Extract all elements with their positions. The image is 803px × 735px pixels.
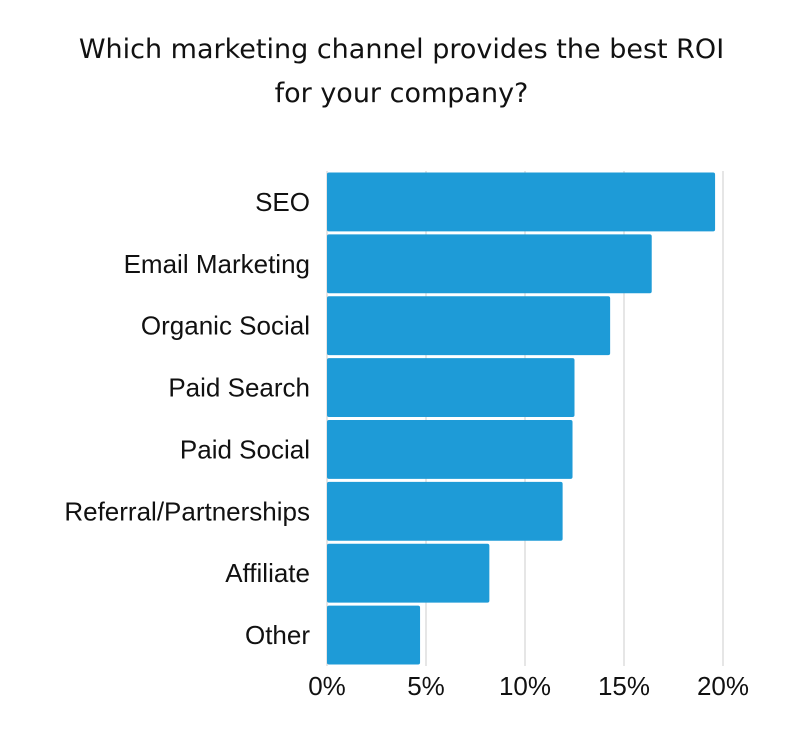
bar — [327, 296, 611, 356]
category-label: Referral/Partnerships — [64, 496, 310, 526]
bar — [327, 481, 563, 541]
bar — [327, 172, 716, 232]
x-tick-label: 20% — [697, 671, 749, 701]
bar — [327, 605, 421, 665]
category-label: Paid Social — [180, 434, 310, 464]
bar — [327, 420, 573, 479]
chart-title-line-2: for your company? — [274, 78, 529, 109]
category-label: Other — [245, 620, 310, 650]
x-tick-label: 10% — [499, 671, 551, 701]
category-label: Paid Search — [168, 373, 310, 403]
x-tick-label: 0% — [308, 671, 346, 701]
category-label: SEO — [255, 187, 310, 217]
bar — [327, 358, 575, 417]
category-label: Email Marketing — [124, 249, 310, 279]
chart-title-line-1: Which marketing channel provides the bes… — [78, 34, 725, 65]
chart-title: Which marketing channel provides the bes… — [0, 28, 803, 116]
x-tick-label: 5% — [407, 671, 445, 701]
category-label: Organic Social — [141, 311, 310, 341]
x-tick-label: 15% — [598, 671, 650, 701]
bar — [327, 543, 490, 603]
bar — [327, 234, 652, 294]
category-label: Affiliate — [225, 558, 310, 588]
